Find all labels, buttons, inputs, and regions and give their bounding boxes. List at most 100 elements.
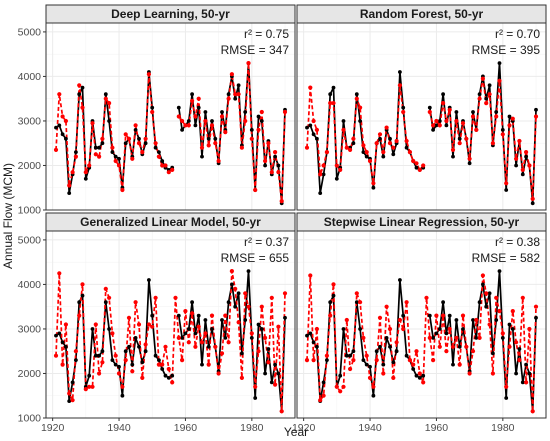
predicted-point [199,145,205,150]
observed-point [170,373,175,378]
predicted-point [73,349,78,354]
observed-point [256,114,261,119]
predicted-point [130,369,135,374]
predicted-point [334,163,339,168]
predicted-point [63,322,68,327]
predicted-point [87,384,92,389]
observed-point [354,92,359,97]
predicted-point [304,358,310,363]
observed-point [441,300,445,305]
predicted-point [282,291,288,296]
predicted-point [203,331,208,336]
observed-point [283,315,287,320]
predicted-point [474,317,479,323]
observed-point [447,313,452,318]
predicted-point [269,170,274,175]
observed-point [74,358,78,362]
predicted-point [308,273,313,278]
x-tick-label: 1940 [107,422,131,434]
predicted-point [150,109,155,115]
predicted-point [480,76,485,81]
observed-point [203,318,208,322]
predicted-point [381,150,386,155]
predicted-point [113,353,118,358]
predicted-point [193,114,198,119]
predicted-point [344,317,349,323]
observed-point [354,300,359,305]
observed-point [97,145,101,150]
predicted-point [524,150,529,155]
rmse-label: RMSE = 395 [472,43,541,57]
observed-point [507,322,512,327]
observed-point [249,127,254,132]
observed-point [427,313,432,318]
predicted-point [334,384,339,389]
observed-point [190,92,195,97]
observed-point [451,154,455,159]
observed-point [133,127,138,132]
observed-point [487,83,492,88]
observed-point [454,318,459,322]
predicted-point [401,326,406,332]
observed-point [100,141,105,146]
observed-point [256,322,261,327]
predicted-point [123,132,128,137]
predicted-point [457,362,462,367]
observed-point [120,393,125,398]
predicted-point [447,326,452,332]
predicted-point [484,101,489,106]
observed-point [176,105,181,110]
predicted-point [477,96,482,101]
observed-point [391,152,396,157]
predicted-point [90,384,95,389]
observed-point [334,176,339,181]
predicted-point [67,391,72,396]
predicted-point [150,324,155,329]
predicted-point [97,371,102,376]
observed-point [64,344,68,349]
predicted-point [229,269,234,274]
predicted-point [520,167,525,172]
predicted-point [243,118,248,124]
observed-point [517,347,522,351]
predicted-point [338,389,343,394]
observed-point [150,105,155,110]
predicted-point [133,123,138,128]
observed-point [527,371,532,376]
predicted-series-line [55,62,286,202]
x-tick-label: 1980 [491,422,515,434]
observed-point [417,376,422,380]
predicted-point [90,121,95,126]
x-tick-label: 1960 [174,422,198,434]
observed-point [467,161,472,166]
observed-point [176,313,181,318]
observed-point [103,300,108,305]
predicted-point [243,291,248,296]
observed-point [404,353,409,358]
observed-point [263,163,267,168]
observed-point [93,353,98,358]
predicted-point [73,154,78,159]
predicted-point [417,167,422,172]
predicted-point [401,109,406,115]
observed-point [137,344,141,349]
predicted-point [253,384,258,389]
predicted-point [113,158,118,164]
predicted-point [500,132,505,137]
predicted-point [470,349,476,354]
predicted-point [497,309,502,314]
observed-point [54,333,58,338]
predicted-point [246,304,251,309]
predicted-point [279,409,284,414]
predicted-point [186,340,191,345]
predicted-point [374,141,379,146]
observed-point [348,353,352,358]
observed-point [60,340,65,345]
predicted-point [190,98,195,103]
observed-point [206,136,211,141]
predicted-point [196,96,201,101]
observed-point [233,96,238,101]
predicted-point [83,170,88,175]
observed-point [341,327,346,331]
predicted-point [371,181,376,186]
